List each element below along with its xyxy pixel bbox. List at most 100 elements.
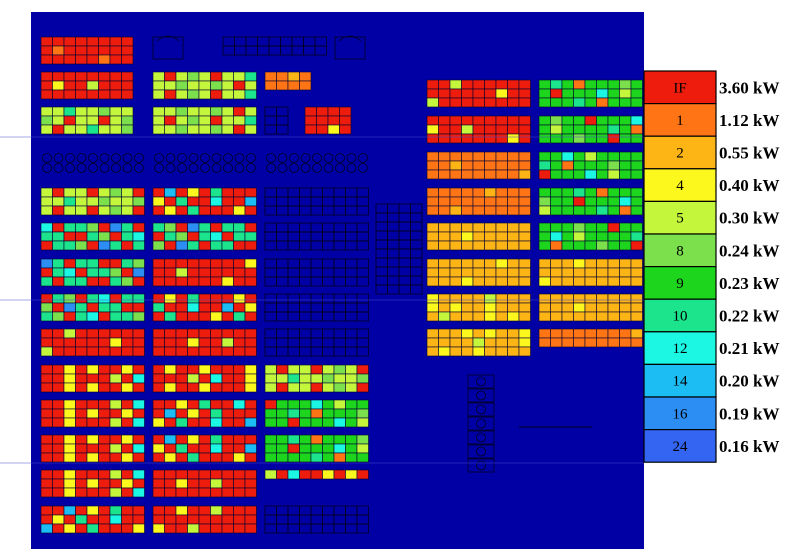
rack-cell bbox=[449, 222, 462, 233]
rack-cell bbox=[538, 267, 551, 278]
rack-cell bbox=[426, 133, 439, 144]
rack-cell bbox=[438, 88, 451, 99]
cooling-unit bbox=[134, 163, 144, 173]
rack-cell bbox=[484, 205, 497, 216]
legend-value-label: 0.22 kW bbox=[719, 307, 779, 326]
rack-cell bbox=[518, 196, 531, 207]
rack-cell bbox=[573, 258, 586, 269]
rack-cell bbox=[584, 240, 597, 251]
rack-cell bbox=[221, 302, 234, 313]
rack-cell bbox=[164, 240, 177, 251]
rack-cell bbox=[495, 293, 508, 304]
rack-cell bbox=[596, 293, 609, 304]
rack-cell bbox=[152, 240, 165, 251]
rack-cell bbox=[63, 346, 76, 357]
rack-cell bbox=[345, 373, 358, 384]
rack-cell bbox=[198, 478, 211, 489]
rack-cell bbox=[52, 196, 65, 207]
rack-cell bbox=[596, 311, 609, 322]
rack-cell bbox=[426, 160, 439, 171]
rack-cell bbox=[316, 124, 329, 135]
rack-cell bbox=[299, 434, 312, 445]
rack-cell bbox=[221, 293, 234, 304]
rack-cell bbox=[86, 382, 99, 393]
rack-cell bbox=[472, 187, 485, 198]
rack-cell bbox=[573, 276, 586, 287]
rack-cell bbox=[187, 80, 200, 91]
rack-cell bbox=[198, 373, 211, 384]
rack-cell bbox=[210, 408, 223, 419]
rack-cell bbox=[233, 514, 246, 525]
rack-cell bbox=[550, 124, 563, 135]
rack-cell bbox=[310, 408, 323, 419]
rack-cell bbox=[121, 71, 134, 82]
rack-cell bbox=[619, 222, 632, 233]
rack-cell bbox=[98, 364, 111, 375]
rack-cell bbox=[98, 523, 111, 534]
empty-rack bbox=[264, 293, 369, 322]
rack-cell bbox=[538, 151, 551, 162]
rack-cell bbox=[561, 267, 574, 278]
legend-value-label: 0.20 kW bbox=[719, 372, 779, 391]
rack-cell bbox=[264, 469, 277, 480]
rack-cell bbox=[538, 88, 551, 99]
legend-value-label: 0.24 kW bbox=[719, 241, 779, 260]
rack-cell bbox=[327, 115, 340, 126]
rack-cell bbox=[507, 346, 520, 357]
cooling-unit bbox=[76, 163, 87, 173]
rack-cell bbox=[449, 276, 462, 287]
rack-cell bbox=[86, 346, 99, 357]
rack-cell bbox=[573, 267, 586, 278]
rack-cell bbox=[75, 373, 88, 384]
rack-cell bbox=[244, 267, 257, 278]
rack-cell bbox=[63, 443, 76, 454]
rack-cell bbox=[630, 196, 643, 207]
rack-cell bbox=[52, 364, 65, 375]
rack-cell bbox=[233, 478, 246, 489]
rack-cell bbox=[596, 115, 609, 126]
rack-cell bbox=[461, 97, 474, 108]
rack-cell bbox=[121, 302, 134, 313]
rack-cell bbox=[472, 240, 485, 251]
rack-cell bbox=[538, 311, 551, 322]
rack-cell bbox=[63, 364, 76, 375]
rack-cell bbox=[472, 311, 485, 322]
rack-cell bbox=[86, 205, 99, 216]
rack-cell bbox=[518, 97, 531, 108]
rack-cell bbox=[244, 276, 257, 287]
rack-cell bbox=[233, 487, 246, 498]
rack-cell bbox=[40, 187, 53, 198]
pdu-unit-dial bbox=[476, 404, 486, 415]
rack-cell bbox=[121, 106, 134, 117]
rack-cell bbox=[449, 205, 462, 216]
empty-rack bbox=[222, 36, 327, 56]
rack-cell bbox=[438, 240, 451, 251]
rack-cell bbox=[233, 89, 246, 100]
rack-cell bbox=[63, 115, 76, 126]
rack-cell bbox=[52, 205, 65, 216]
pdu-unit-dial bbox=[476, 376, 486, 387]
rack-cell bbox=[287, 382, 300, 393]
rack-cell bbox=[210, 364, 223, 375]
rack-cell bbox=[40, 231, 53, 242]
rack-cell bbox=[561, 187, 574, 198]
rack-cell bbox=[210, 514, 223, 525]
rack-cell bbox=[538, 328, 551, 339]
rack-cell bbox=[40, 487, 53, 498]
rack-cell bbox=[175, 434, 188, 445]
rack-cell bbox=[132, 302, 145, 313]
rack-cell bbox=[121, 293, 134, 304]
rack-cell bbox=[175, 187, 188, 198]
rack-cell bbox=[75, 364, 88, 375]
rack-cell bbox=[198, 196, 211, 207]
rack-cell bbox=[426, 222, 439, 233]
rack-cell bbox=[507, 276, 520, 287]
rack-cell bbox=[507, 160, 520, 171]
rack-cell bbox=[233, 382, 246, 393]
rack-cell bbox=[573, 88, 586, 99]
rack-cell bbox=[461, 151, 474, 162]
rack-cell bbox=[152, 267, 165, 278]
rack-cell bbox=[164, 231, 177, 242]
rack-cell bbox=[221, 187, 234, 198]
rack-cell bbox=[175, 452, 188, 463]
